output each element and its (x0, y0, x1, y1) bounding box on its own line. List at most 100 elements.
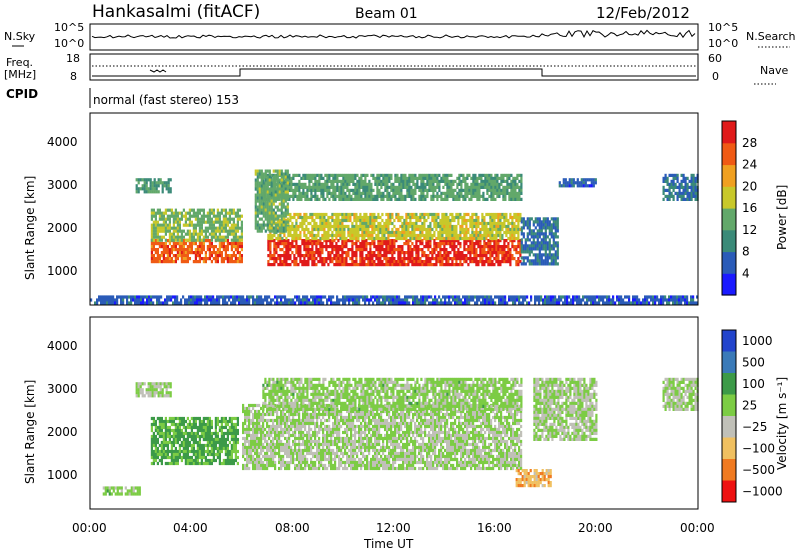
heatmap-cell (353, 212, 356, 217)
heatmap-cell (309, 248, 312, 252)
heatmap-cell (518, 191, 521, 195)
heatmap-cell (236, 295, 239, 299)
heatmap-cell (546, 217, 549, 221)
heatmap-cell (377, 263, 380, 267)
heatmap-cell (399, 260, 402, 264)
heatmap-cell (471, 221, 474, 226)
heatmap-cell (284, 226, 287, 230)
heatmap-cell (230, 229, 233, 233)
heatmap-cell (194, 254, 197, 258)
heatmap-cell (480, 185, 483, 189)
heatmap-cell (497, 224, 500, 229)
heatmap-cell (381, 239, 384, 243)
heatmap-cell (458, 173, 461, 177)
heatmap-cell (346, 298, 349, 302)
heatmap-cell (313, 227, 316, 232)
heatmap-cell (284, 190, 287, 194)
heatmap-cell (510, 197, 513, 201)
heatmap-cell (254, 172, 257, 176)
heatmap-cell (453, 242, 456, 246)
heatmap-cell (400, 197, 403, 201)
heatmap-cell (269, 251, 272, 255)
heatmap-cell (424, 298, 427, 302)
heatmap-cell (465, 242, 468, 246)
heatmap-cell (403, 260, 406, 264)
heatmap-cell (445, 218, 448, 223)
heatmap-cell (544, 256, 547, 260)
heatmap-cell (383, 227, 386, 232)
heatmap-cell (327, 233, 330, 238)
heatmap-cell (303, 245, 306, 249)
heatmap-cell (473, 230, 476, 235)
heatmap-cell (276, 175, 279, 179)
heatmap-cell (445, 248, 448, 252)
heatmap-cell (438, 194, 441, 198)
heatmap-cell (202, 257, 205, 261)
heatmap-cell (377, 236, 380, 241)
heatmap-cell (513, 239, 516, 243)
heatmap-cell (393, 257, 396, 261)
heatmap-cell (330, 173, 333, 177)
heatmap-cell (335, 215, 338, 220)
heatmap-cell (159, 181, 162, 185)
heatmap-cell (449, 242, 452, 246)
heatmap-cell (280, 217, 283, 221)
heatmap-cell (427, 257, 430, 261)
heatmap-cell (678, 298, 681, 302)
heatmap-cell (210, 298, 213, 302)
heatmap-cell (544, 250, 547, 254)
heatmap-cell (339, 224, 342, 229)
heatmap-cell (238, 260, 241, 264)
heatmap-cell (236, 251, 239, 255)
heatmap-cell (280, 199, 283, 203)
heatmap-cell (412, 182, 415, 186)
heatmap-cell (423, 233, 426, 238)
heatmap-cell (447, 254, 450, 258)
heatmap-cell (232, 232, 235, 236)
heatmap-cell (330, 301, 333, 305)
heatmap-cell (552, 256, 555, 260)
heatmap-cell (300, 298, 303, 302)
heatmap-cell (367, 242, 370, 246)
heatmap-cell (359, 251, 362, 255)
heatmap-cell (488, 188, 491, 192)
heatmap-cell (150, 214, 153, 218)
heatmap-cell (437, 245, 440, 249)
heatmap-cell (166, 229, 169, 233)
heatmap-cell (180, 251, 183, 255)
heatmap-cell (385, 242, 388, 246)
heatmap-cell (505, 251, 508, 255)
heatmap-cell (186, 217, 189, 221)
heatmap-cell (387, 230, 390, 235)
heatmap-cell (321, 257, 324, 261)
heatmap-cell (308, 298, 311, 302)
heatmap-cell (484, 185, 487, 189)
heatmap-cell (350, 194, 353, 198)
heatmap-cell (371, 230, 374, 235)
heatmap-cell (654, 301, 657, 305)
heatmap-cell (412, 188, 415, 192)
heatmap-cell (548, 250, 551, 254)
heatmap-cell (319, 212, 322, 217)
heatmap-cell (652, 295, 655, 299)
heatmap-cell (465, 233, 468, 238)
heatmap-cell (391, 245, 394, 249)
heatmap-cell (438, 182, 441, 186)
heatmap-cell (254, 202, 257, 206)
heatmap-cell (286, 193, 289, 197)
heatmap-cell (462, 188, 465, 192)
heatmap-cell (668, 173, 671, 177)
heatmap-cell (433, 242, 436, 246)
heatmap-cell (295, 224, 298, 229)
heatmap-cell (377, 227, 380, 232)
heatmap-cell (298, 194, 301, 198)
heatmap-cell (497, 257, 500, 261)
heatmap-cell (270, 211, 273, 215)
heatmap-cell (349, 239, 352, 243)
heatmap-cell (378, 182, 381, 186)
heatmap-cell (389, 215, 392, 220)
heatmap-cell (292, 298, 295, 302)
heatmap-cell (168, 226, 171, 230)
heatmap-cell (297, 212, 300, 217)
heatmap-cell (526, 256, 529, 260)
